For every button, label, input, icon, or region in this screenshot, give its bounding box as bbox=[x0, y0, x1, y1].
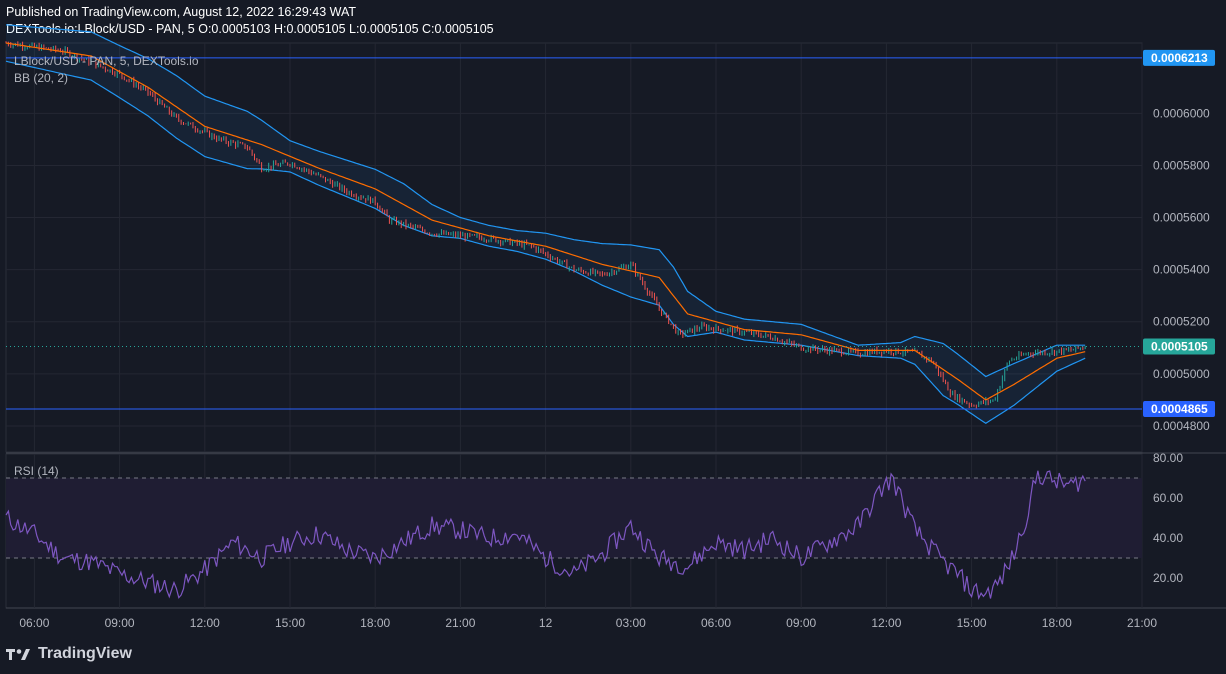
time-axis-tick-11: 15:00 bbox=[957, 616, 987, 630]
horizontal-line-label-1: 0.0004865 bbox=[1151, 402, 1208, 416]
rsi-axis-tick-2: 60.00 bbox=[1153, 491, 1183, 505]
symbol-label: DEXTools.io:LBlock/USD - PAN, 5 bbox=[6, 22, 195, 36]
footer-brand[interactable]: TradingView bbox=[6, 645, 132, 663]
horizontal-line-label-bg-0 bbox=[1143, 49, 1215, 66]
ohlc-values: O:0.0005103 H:0.0005105 L:0.0005105 C:0.… bbox=[198, 22, 494, 36]
rsi-legend: RSI (14) bbox=[14, 464, 59, 478]
time-axis-tick-3: 15:00 bbox=[275, 616, 305, 630]
time-axis-tick-0: 06:00 bbox=[19, 616, 49, 630]
series-legend: LBlock/USD - PAN, 5, DEXTools.io bbox=[14, 54, 199, 68]
time-axis-tick-10: 12:00 bbox=[871, 616, 901, 630]
horizontal-line-label-0: 0.0006213 bbox=[1151, 51, 1208, 65]
time-axis-tick-8: 06:00 bbox=[701, 616, 731, 630]
time-axis-tick-2: 12:00 bbox=[190, 616, 220, 630]
bb-basis-line bbox=[5, 42, 1086, 401]
horizontal-line-label-bg-1 bbox=[1143, 401, 1215, 418]
bb-upper-band bbox=[5, 24, 1086, 378]
published-info: Published on TradingView.com, August 12,… bbox=[6, 5, 356, 19]
time-axis-tick-1: 09:00 bbox=[105, 616, 135, 630]
last-price-label: 0.0005105 bbox=[1151, 339, 1208, 353]
price-axis-tick-6: 0.0006000 bbox=[1153, 106, 1210, 120]
price-axis-tick-4: 0.0005600 bbox=[1153, 211, 1210, 225]
rsi-line bbox=[5, 470, 1086, 601]
brand-name: TradingView bbox=[38, 645, 132, 662]
price-axis-tick-1: 0.0005000 bbox=[1153, 367, 1210, 381]
bb-lower-band bbox=[5, 60, 1086, 425]
time-axis-tick-5: 21:00 bbox=[445, 616, 475, 630]
rsi-axis-tick-0: 20.00 bbox=[1153, 571, 1183, 585]
bb-band-fill bbox=[6, 24, 1086, 424]
price-axis-tick-0: 0.0004800 bbox=[1153, 419, 1210, 433]
price-axis-tick-2: 0.0005200 bbox=[1153, 315, 1210, 329]
time-axis-tick-6: 12 bbox=[539, 616, 553, 630]
tradingview-logo-icon bbox=[6, 649, 30, 660]
bb-legend: BB (20, 2) bbox=[14, 71, 69, 85]
ohlc-header: DEXTools.io:LBlock/USD - PAN, 5 O:0.0005… bbox=[6, 22, 494, 36]
time-axis-tick-7: 03:00 bbox=[616, 616, 646, 630]
last-price-label-bg bbox=[1143, 338, 1215, 355]
time-axis-tick-12: 18:00 bbox=[1042, 616, 1072, 630]
time-axis-tick-9: 09:00 bbox=[786, 616, 816, 630]
price-axis-tick-5: 0.0005800 bbox=[1153, 158, 1210, 172]
time-axis-tick-13: 21:00 bbox=[1127, 616, 1157, 630]
rsi-band-fill bbox=[6, 478, 1142, 558]
price-axis-tick-3: 0.0005400 bbox=[1153, 263, 1210, 277]
rsi-axis-tick-1: 40.00 bbox=[1153, 531, 1183, 545]
time-axis-tick-4: 18:00 bbox=[360, 616, 390, 630]
rsi-axis-tick-3: 80.00 bbox=[1153, 451, 1183, 465]
